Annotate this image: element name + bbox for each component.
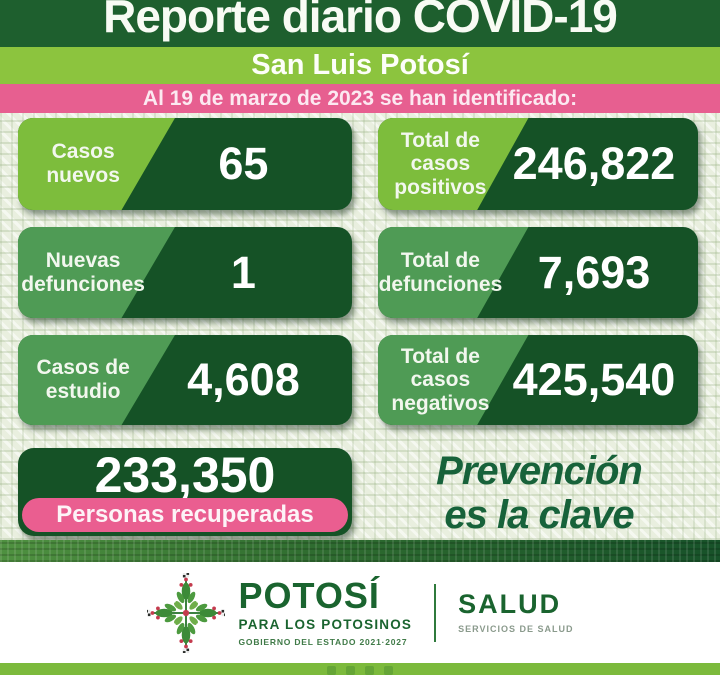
social-icon xyxy=(327,666,336,675)
stat-card-casos-estudio: Casos de estudio 4,608 xyxy=(18,335,352,425)
recovered-value: 233,350 xyxy=(94,447,276,503)
logo-divider xyxy=(434,583,437,642)
state-name: San Luis Potosí xyxy=(251,49,469,81)
logo-row: POTOSÍ PARA LOS POTOSINOS GOBIERNO DEL E… xyxy=(146,572,574,653)
org-block: SALUD SERVICIOS DE SALUD xyxy=(458,589,574,635)
stat-label: Total de casos negativos xyxy=(391,344,490,415)
stat-card-casos-nuevos: Casos nuevos 65 xyxy=(18,118,352,210)
stat-value: 246,822 xyxy=(512,138,676,189)
social-icon xyxy=(365,666,374,675)
report-date: Al 19 de marzo de 2023 se han identifica… xyxy=(142,86,578,110)
brand-note: GOBIERNO DEL ESTADO 2021·2027 xyxy=(238,637,408,647)
stat-label: Casos nuevos xyxy=(46,140,120,187)
stat-label: Casos de estudio xyxy=(36,356,130,403)
brand-subtitle: PARA LOS POTOSINOS xyxy=(238,617,413,632)
woven-divider-band xyxy=(0,540,720,562)
stat-label: Total de casos positivos xyxy=(394,128,487,199)
stat-card-total-defunciones: Total de defunciones 7,693 xyxy=(378,227,698,318)
subtitle-band: San Luis Potosí xyxy=(0,47,720,84)
potosi-rosette-icon xyxy=(146,572,225,653)
prevention-slogan: Prevención es la clave xyxy=(378,448,700,538)
slogan-line2: es la clave xyxy=(444,493,634,537)
social-icon xyxy=(346,666,355,675)
header-band: Reporte diario COVID-19 xyxy=(0,0,720,47)
recovered-card: 233,350 Personas recuperadas xyxy=(18,447,352,536)
org-subtitle: SERVICIOS DE SALUD xyxy=(458,624,574,634)
slogan-line1: Prevención xyxy=(436,449,643,493)
stat-value: 65 xyxy=(218,138,269,189)
recovered-banner: Personas recuperadas xyxy=(22,498,348,532)
recovered-label: Personas recuperadas xyxy=(56,501,314,528)
page-title: Reporte diario COVID-19 xyxy=(103,0,618,42)
stat-label: Total de defunciones xyxy=(378,248,503,296)
stat-card-total-positivos: Total de casos positivos 246,822 xyxy=(378,118,698,210)
bottom-band xyxy=(0,663,720,675)
stat-label: Nuevas defunciones xyxy=(21,248,145,296)
social-icon xyxy=(384,666,393,675)
stat-value: 1 xyxy=(230,246,256,298)
stat-value: 4,608 xyxy=(187,354,300,405)
stat-card-total-negativos: Total de casos negativos 425,540 xyxy=(378,335,698,425)
stat-value: 425,540 xyxy=(512,354,676,405)
footer: POTOSÍ PARA LOS POTOSINOS GOBIERNO DEL E… xyxy=(0,562,720,663)
date-band: Al 19 de marzo de 2023 se han identifica… xyxy=(0,84,720,113)
org-name: SALUD xyxy=(458,589,562,619)
brand-name: POTOSÍ xyxy=(238,575,380,616)
stat-value: 7,693 xyxy=(537,246,651,298)
stat-card-nuevas-defunciones: Nuevas defunciones 1 xyxy=(18,227,352,318)
brand-block: POTOSÍ PARA LOS POTOSINOS GOBIERNO DEL E… xyxy=(238,575,413,648)
